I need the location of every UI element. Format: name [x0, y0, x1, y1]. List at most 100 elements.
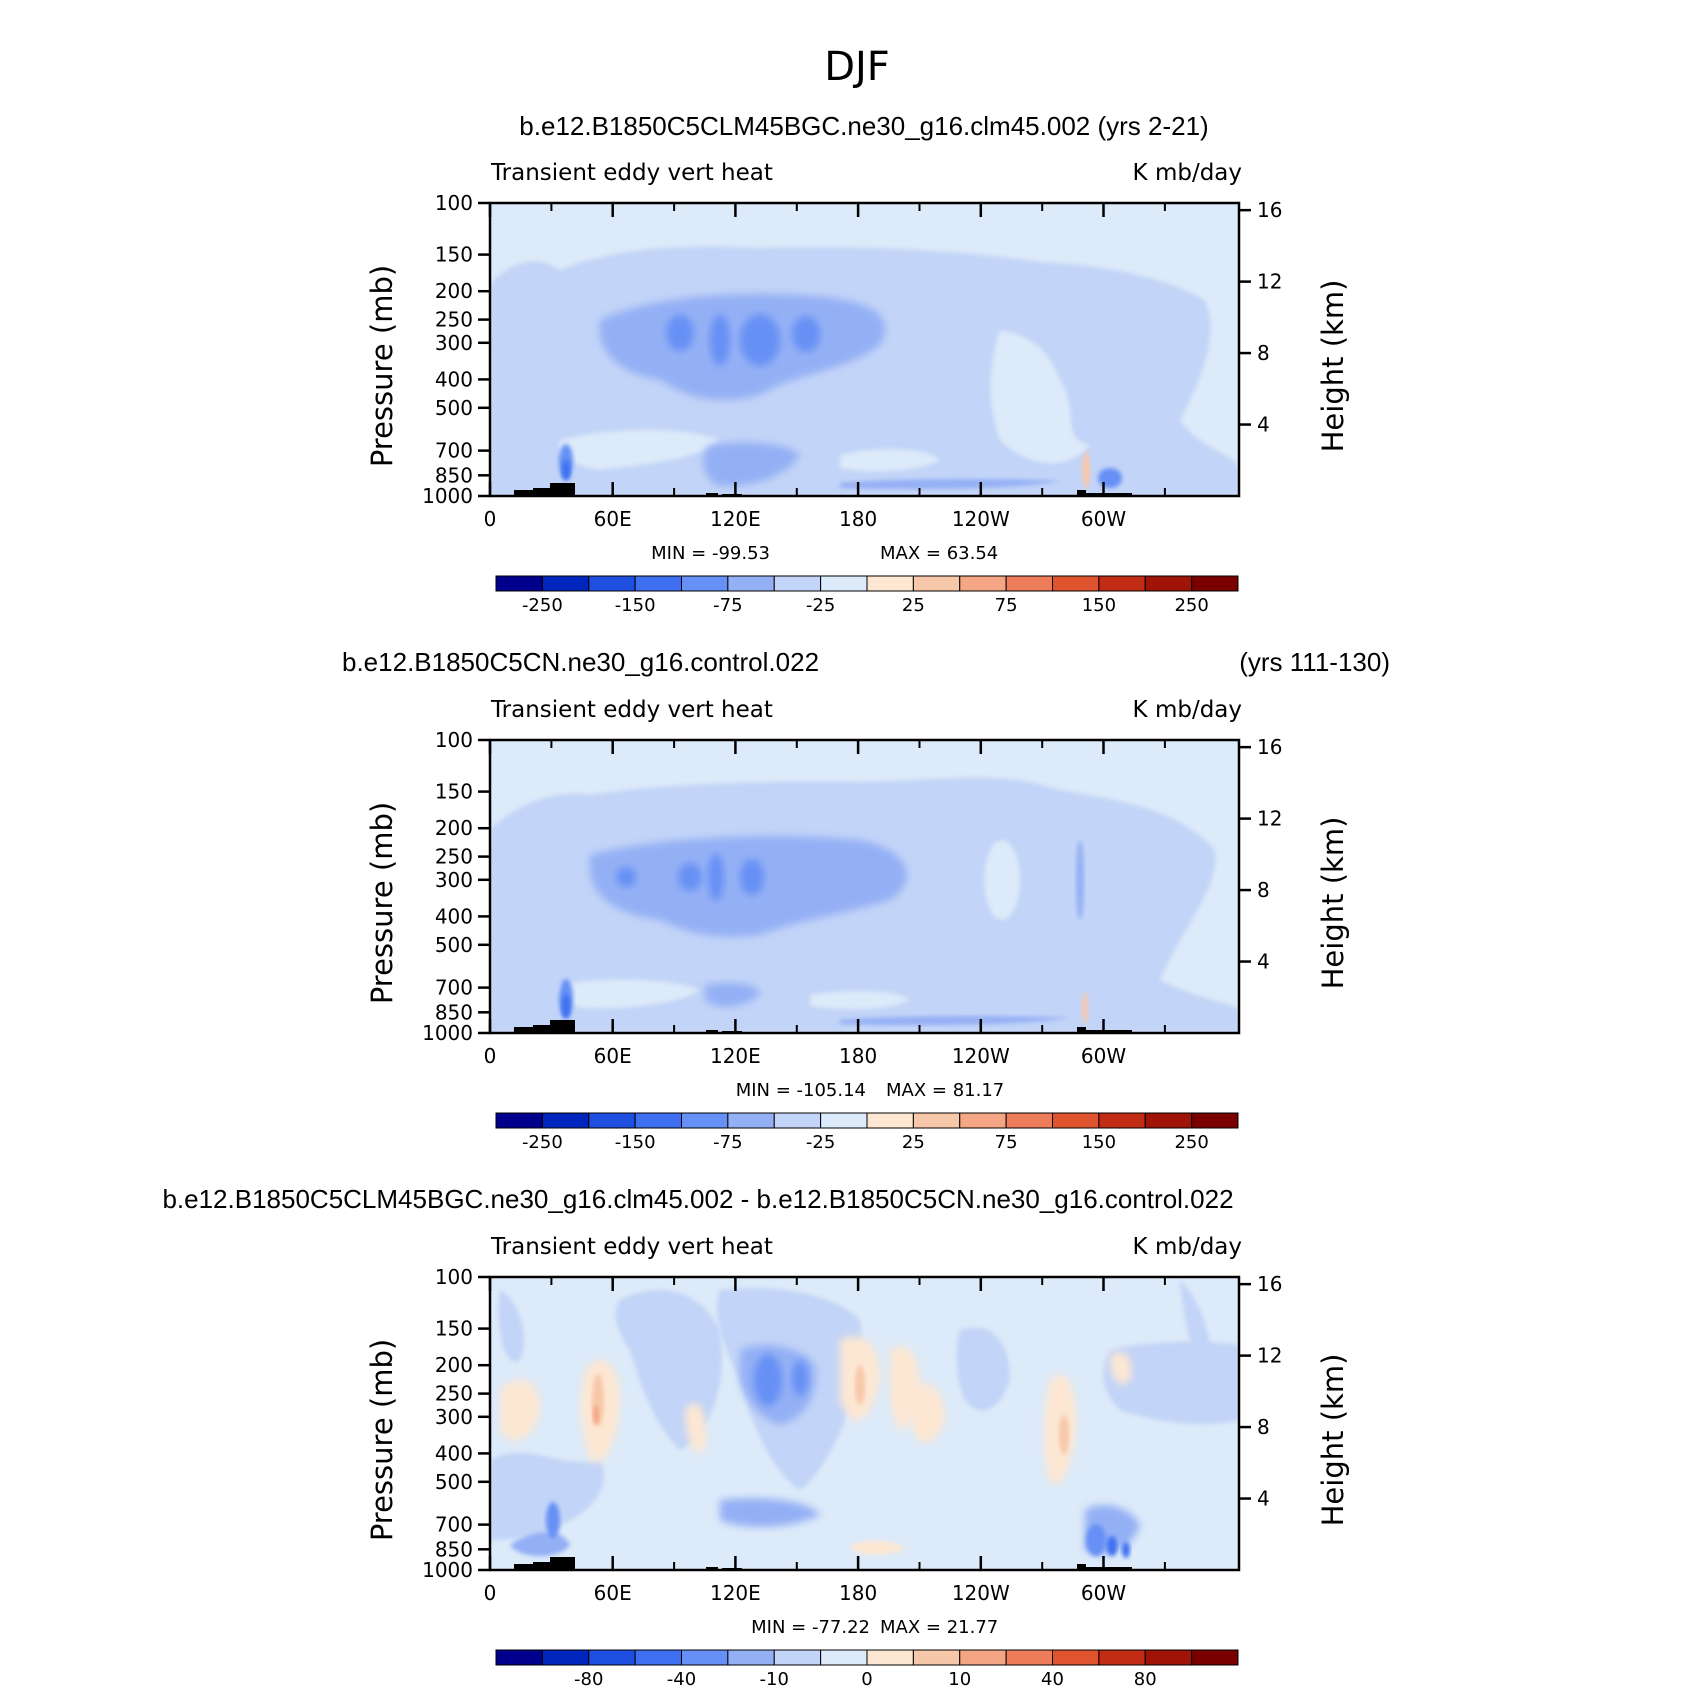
background-fill — [855, 1365, 865, 1405]
background-fill — [792, 1360, 808, 1396]
colorbar-label: -10 — [760, 1669, 789, 1690]
y-tick-label: 500 — [435, 933, 473, 957]
colorbar-swatch — [727, 575, 775, 592]
colorbar-swatch — [495, 575, 543, 592]
colorbar-swatch — [1144, 575, 1193, 592]
colorbar-swatch — [541, 1649, 590, 1666]
colorbar-swatch — [1191, 1649, 1239, 1666]
x-tick-label: 0 — [484, 507, 497, 531]
panel-2: b.e12.B1850C5CN.ne30_g16.control.022 (yr… — [342, 647, 1390, 1153]
colorbar-swatch — [588, 1649, 636, 1666]
y-tick-label: 400 — [435, 904, 473, 928]
y-tick-label: 850 — [435, 1000, 473, 1024]
background-fill — [703, 442, 800, 487]
panel-3-ylabel: Pressure (mb) — [365, 1339, 399, 1541]
panel-3-min-label: MIN = -77.22 — [751, 1617, 870, 1638]
y-tick-label: 300 — [435, 1405, 473, 1429]
colorbar-label: -25 — [806, 595, 835, 616]
background-fill — [1098, 468, 1122, 488]
colorbar-swatch — [773, 1649, 822, 1666]
colorbar-swatch — [912, 1649, 961, 1666]
panel-2-x-ticks: 0 60E 120E 180 120W 60W — [484, 740, 1166, 1068]
x-tick-label: 120E — [710, 1581, 761, 1605]
colorbar-label: 250 — [1174, 595, 1208, 616]
colorbar-label: 75 — [995, 595, 1018, 616]
y-tick-label: 300 — [435, 868, 473, 892]
y-tick-label: 700 — [435, 439, 473, 463]
colorbar-label: 40 — [1041, 1669, 1064, 1690]
panel-2-max-label: MAX = 81.17 — [886, 1080, 1004, 1101]
background-fill — [956, 1327, 1010, 1411]
y-tick-label: 300 — [435, 331, 473, 355]
panel-1-left-string: Transient eddy vert heat — [490, 160, 773, 186]
background-fill — [1082, 992, 1088, 1024]
colorbar-swatch — [495, 1649, 543, 1666]
colorbar-swatch — [866, 575, 914, 592]
colorbar-swatch — [588, 575, 636, 592]
colorbar-swatch — [912, 575, 961, 592]
background-fill — [850, 1540, 905, 1555]
panel-3-colorbar: -80 -40 -10 0 10 40 80 — [495, 1649, 1239, 1690]
colorbar-swatch — [959, 1112, 1007, 1129]
colorbar-swatch — [681, 575, 729, 592]
y-tick-label: 150 — [435, 780, 473, 804]
y-right-tick-label: 4 — [1257, 1487, 1270, 1511]
colorbar-swatch — [634, 575, 682, 592]
background-fill — [562, 460, 570, 480]
y-tick-label: 100 — [435, 728, 473, 752]
background-fill — [490, 1452, 604, 1540]
background-fill — [558, 979, 700, 1009]
panel-2-field — [490, 740, 1239, 1033]
colorbar-label: -150 — [615, 1132, 656, 1153]
y-tick-label: 200 — [435, 816, 473, 840]
x-tick-label: 60E — [594, 1044, 632, 1068]
background-fill — [593, 1405, 599, 1425]
colorbar-label: -80 — [574, 1669, 603, 1690]
background-fill — [754, 1354, 782, 1406]
y-tick-label: 1000 — [422, 484, 473, 508]
panel-2-title-right: (yrs 111-130) — [1239, 647, 1390, 677]
panel-1-colorbar: -250 -150 -75 -25 25 75 150 250 — [495, 575, 1239, 616]
x-tick-label: 180 — [839, 1581, 877, 1605]
background-fill — [710, 314, 730, 366]
panel-1-title: b.e12.B1850C5CLM45BGC.ne30_g16.clm45.002… — [519, 111, 1208, 141]
panel-2-left-string: Transient eddy vert heat — [490, 697, 773, 723]
panel-3-left-string: Transient eddy vert heat — [490, 1234, 773, 1260]
panel-2-title: b.e12.B1850C5CN.ne30_g16.control.022 — [342, 647, 819, 677]
panel-2-ylabel-right: Height (km) — [1316, 817, 1350, 990]
colorbar-swatch — [727, 1649, 775, 1666]
colorbar-swatch — [1052, 575, 1100, 592]
panel-3-ylabel-right: Height (km) — [1316, 1354, 1350, 1527]
colorbar-swatch — [959, 575, 1007, 592]
x-tick-label: 60W — [1081, 1044, 1126, 1068]
terrain-fill — [514, 483, 575, 496]
panel-1-max-label: MAX = 63.54 — [880, 543, 998, 564]
colorbar-swatch — [681, 1649, 729, 1666]
panel-1-min-label: MIN = -99.53 — [651, 543, 770, 564]
colorbar-swatch — [727, 1112, 775, 1129]
x-tick-label: 180 — [839, 1044, 877, 1068]
figure-title: DJF — [824, 44, 890, 90]
panel-2-frame — [488, 738, 1241, 1035]
colorbar-label: 25 — [902, 1132, 925, 1153]
y-tick-label: 400 — [435, 367, 473, 391]
y-tick-label: 250 — [435, 845, 473, 869]
panel-3-field — [490, 1277, 1239, 1570]
background-fill — [840, 448, 940, 472]
colorbar-swatch — [773, 1112, 822, 1129]
colorbar-swatch — [1052, 1112, 1100, 1129]
y-right-tick-label: 16 — [1257, 1272, 1282, 1296]
colorbar-label: -250 — [522, 1132, 563, 1153]
y-tick-label: 100 — [435, 1265, 473, 1289]
colorbar-swatch — [588, 1112, 636, 1129]
y-tick-label: 250 — [435, 1382, 473, 1406]
panel-2-colorbar: -250 -150 -75 -25 25 75 150 250 — [495, 1112, 1239, 1153]
y-tick-label: 200 — [435, 1353, 473, 1377]
y-tick-label: 500 — [435, 1470, 473, 1494]
colorbar-swatch — [866, 1112, 914, 1129]
colorbar-swatch — [1191, 1112, 1239, 1129]
terrain-fill — [514, 1557, 575, 1570]
background-fill — [740, 859, 764, 895]
colorbar-swatch — [1052, 1649, 1100, 1666]
colorbar-label: 0 — [861, 1669, 872, 1690]
